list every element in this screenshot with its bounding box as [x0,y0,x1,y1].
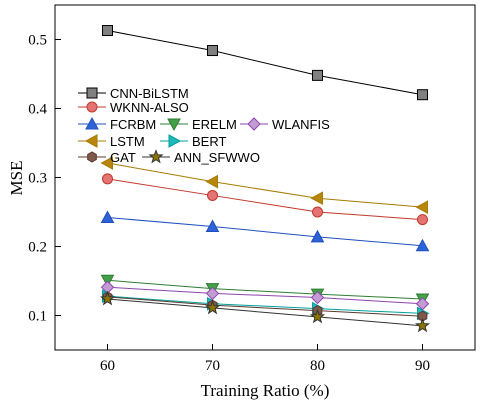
legend-label: WKNN-ALSO [110,100,189,115]
legend-item: LSTM [78,134,145,149]
series-line [107,296,423,317]
y-axis-label: MSE [7,161,26,196]
legend-label: BERT [192,134,226,149]
legend-item: CNN-BiLSTM [78,86,189,101]
data-point [204,299,221,315]
legend-item: ERELM [160,117,237,132]
series-wknn-also [102,173,428,226]
series-line [107,178,423,221]
legend-label: FCRBM [110,117,156,132]
legend-label: LSTM [110,134,145,149]
data-point [417,214,428,226]
legend-item: BERT [160,134,226,149]
data-point [207,189,218,201]
legend-marker [168,134,182,148]
legend-label: ERELM [192,117,237,132]
data-point [205,174,218,189]
x-tick-label: 60 [100,358,115,374]
legend-marker [247,117,261,131]
data-point [102,173,113,185]
axis-ticks: 60 70 80 90 0.1 0.2 0.3 0.4 0.5 [28,33,430,375]
y-tick-label: 0.1 [28,309,47,325]
legend-label: CNN-BiLSTM [110,86,189,101]
series-layer [99,25,431,333]
data-point [415,200,428,215]
series-line [107,298,423,327]
y-tick-label: 0.3 [28,171,47,187]
data-point [207,45,218,57]
data-point [309,308,326,324]
series-wlanfis [100,280,430,311]
data-point [100,210,115,224]
series-line [107,279,423,300]
series-cnn-bilstm [102,25,428,101]
data-point [310,191,323,206]
data-point [312,206,323,218]
legend-label: ANN_SFWWO [174,150,260,165]
legend-marker [85,116,99,130]
data-point [414,317,431,333]
y-tick-label: 0.4 [28,102,47,118]
legend-marker [167,118,181,132]
series-bert [102,289,430,321]
series-line [107,30,423,96]
data-point [417,89,428,101]
x-axis-label: Training Ratio (%) [201,381,330,400]
series-line [107,295,423,314]
data-point [102,25,113,37]
series-line [107,217,423,247]
series-line [107,162,423,208]
series-fcrbm [100,210,430,252]
data-point [205,286,220,301]
series-ann-sfwwo [99,291,431,333]
legend-marker [86,87,98,99]
legend-item: WKNN-ALSO [78,100,189,115]
data-point [310,290,325,305]
data-point [310,229,325,243]
x-tick-label: 80 [310,358,325,374]
legend-item: ANN_SFWWO [142,149,260,165]
y-tick-label: 0.2 [28,240,47,256]
y-tick-label: 0.5 [28,33,47,49]
legend-marker [86,101,98,113]
series-line [107,286,423,305]
data-point [415,238,430,252]
legend-marker [148,149,164,164]
legend-marker [84,134,98,148]
data-point [205,219,220,232]
data-point [99,291,116,306]
x-tick-label: 90 [415,358,430,374]
data-point [100,156,113,170]
legend-item: GAT [78,150,136,165]
legend-item: WLANFIS [240,117,330,132]
x-tick-label: 70 [205,358,220,374]
legend-marker [87,151,97,163]
legend-item: FCRBM [78,116,156,132]
legend-label: WLANFIS [272,117,330,132]
legend-label: GAT [110,150,136,165]
series-lstm [100,156,428,215]
data-point [312,69,323,81]
